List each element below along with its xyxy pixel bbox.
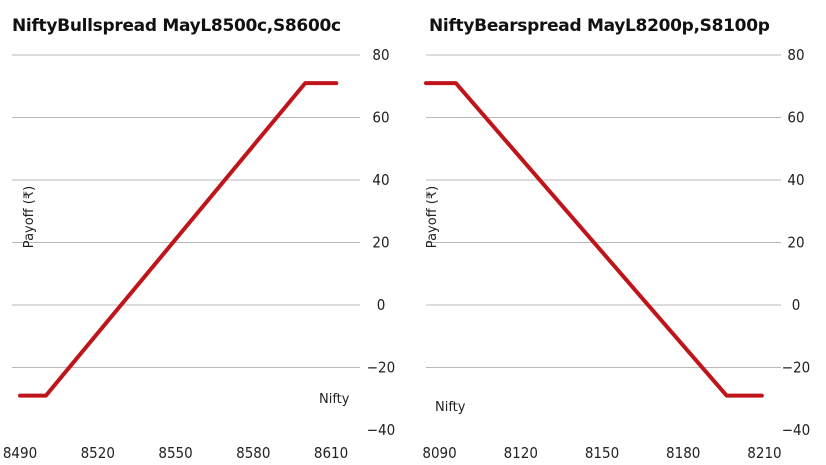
x-tick-label: 8120 (504, 444, 538, 462)
y-tick-label: 20 (787, 234, 804, 252)
x-tick-label: 8180 (666, 444, 700, 462)
y-tick-label: −20 (367, 359, 395, 377)
y-tick-label: −40 (782, 421, 810, 439)
bear-spread-chart: NiftyBearspread MayL8200p,S8100p 80 60 40 2… (413, 0, 826, 465)
y-tick-label: 60 (787, 109, 804, 127)
y-tick-label: 0 (377, 296, 386, 314)
y-tick-label: 80 (787, 46, 804, 64)
x-tick-label: 8520 (81, 444, 115, 462)
y-axis-label: Payoff (₹) (425, 186, 440, 248)
y-tick-label: 40 (372, 171, 389, 189)
y-tick-label: 20 (372, 234, 389, 252)
x-tick-label: 8610 (314, 444, 348, 462)
x-axis-label: Nifty (319, 392, 350, 407)
x-tick-label: 8150 (585, 444, 619, 462)
y-tick-label: 80 (372, 46, 389, 64)
x-tick-label: 8490 (3, 444, 37, 462)
x-tick-label: 8550 (158, 444, 192, 462)
y-tick-label: 0 (792, 296, 801, 314)
payoff-line (424, 81, 764, 398)
y-tick-label: −20 (782, 359, 810, 377)
y-tick-label: 40 (787, 171, 804, 189)
chart-title: NiftyBearspread MayL8200p,S8100p (429, 16, 770, 36)
payoff-line (18, 81, 339, 398)
x-tick-label: 8210 (747, 444, 781, 462)
y-axis-label: Payoff (₹) (22, 186, 37, 248)
bull-spread-chart: NiftyBullspread MayL8500c,S8600c 80 60 40 2… (3, 16, 395, 462)
y-tick-label: 60 (372, 109, 389, 127)
bull-spread-plot: 80 60 40 20 0 −20 −40 8490 8520 8550 8580 8610 Payof… (3, 46, 395, 462)
x-tick-label: 8090 (422, 444, 456, 462)
x-tick-label: 8580 (236, 444, 270, 462)
bear-spread-plot: 80 60 40 20 0 −20 −40 8090 8120 8150 8180 8210 Payof… (422, 46, 810, 462)
chart-title: NiftyBullspread MayL8500c,S8600c (12, 16, 341, 36)
y-tick-label: −40 (367, 421, 395, 439)
x-axis-label: Nifty (435, 400, 466, 415)
